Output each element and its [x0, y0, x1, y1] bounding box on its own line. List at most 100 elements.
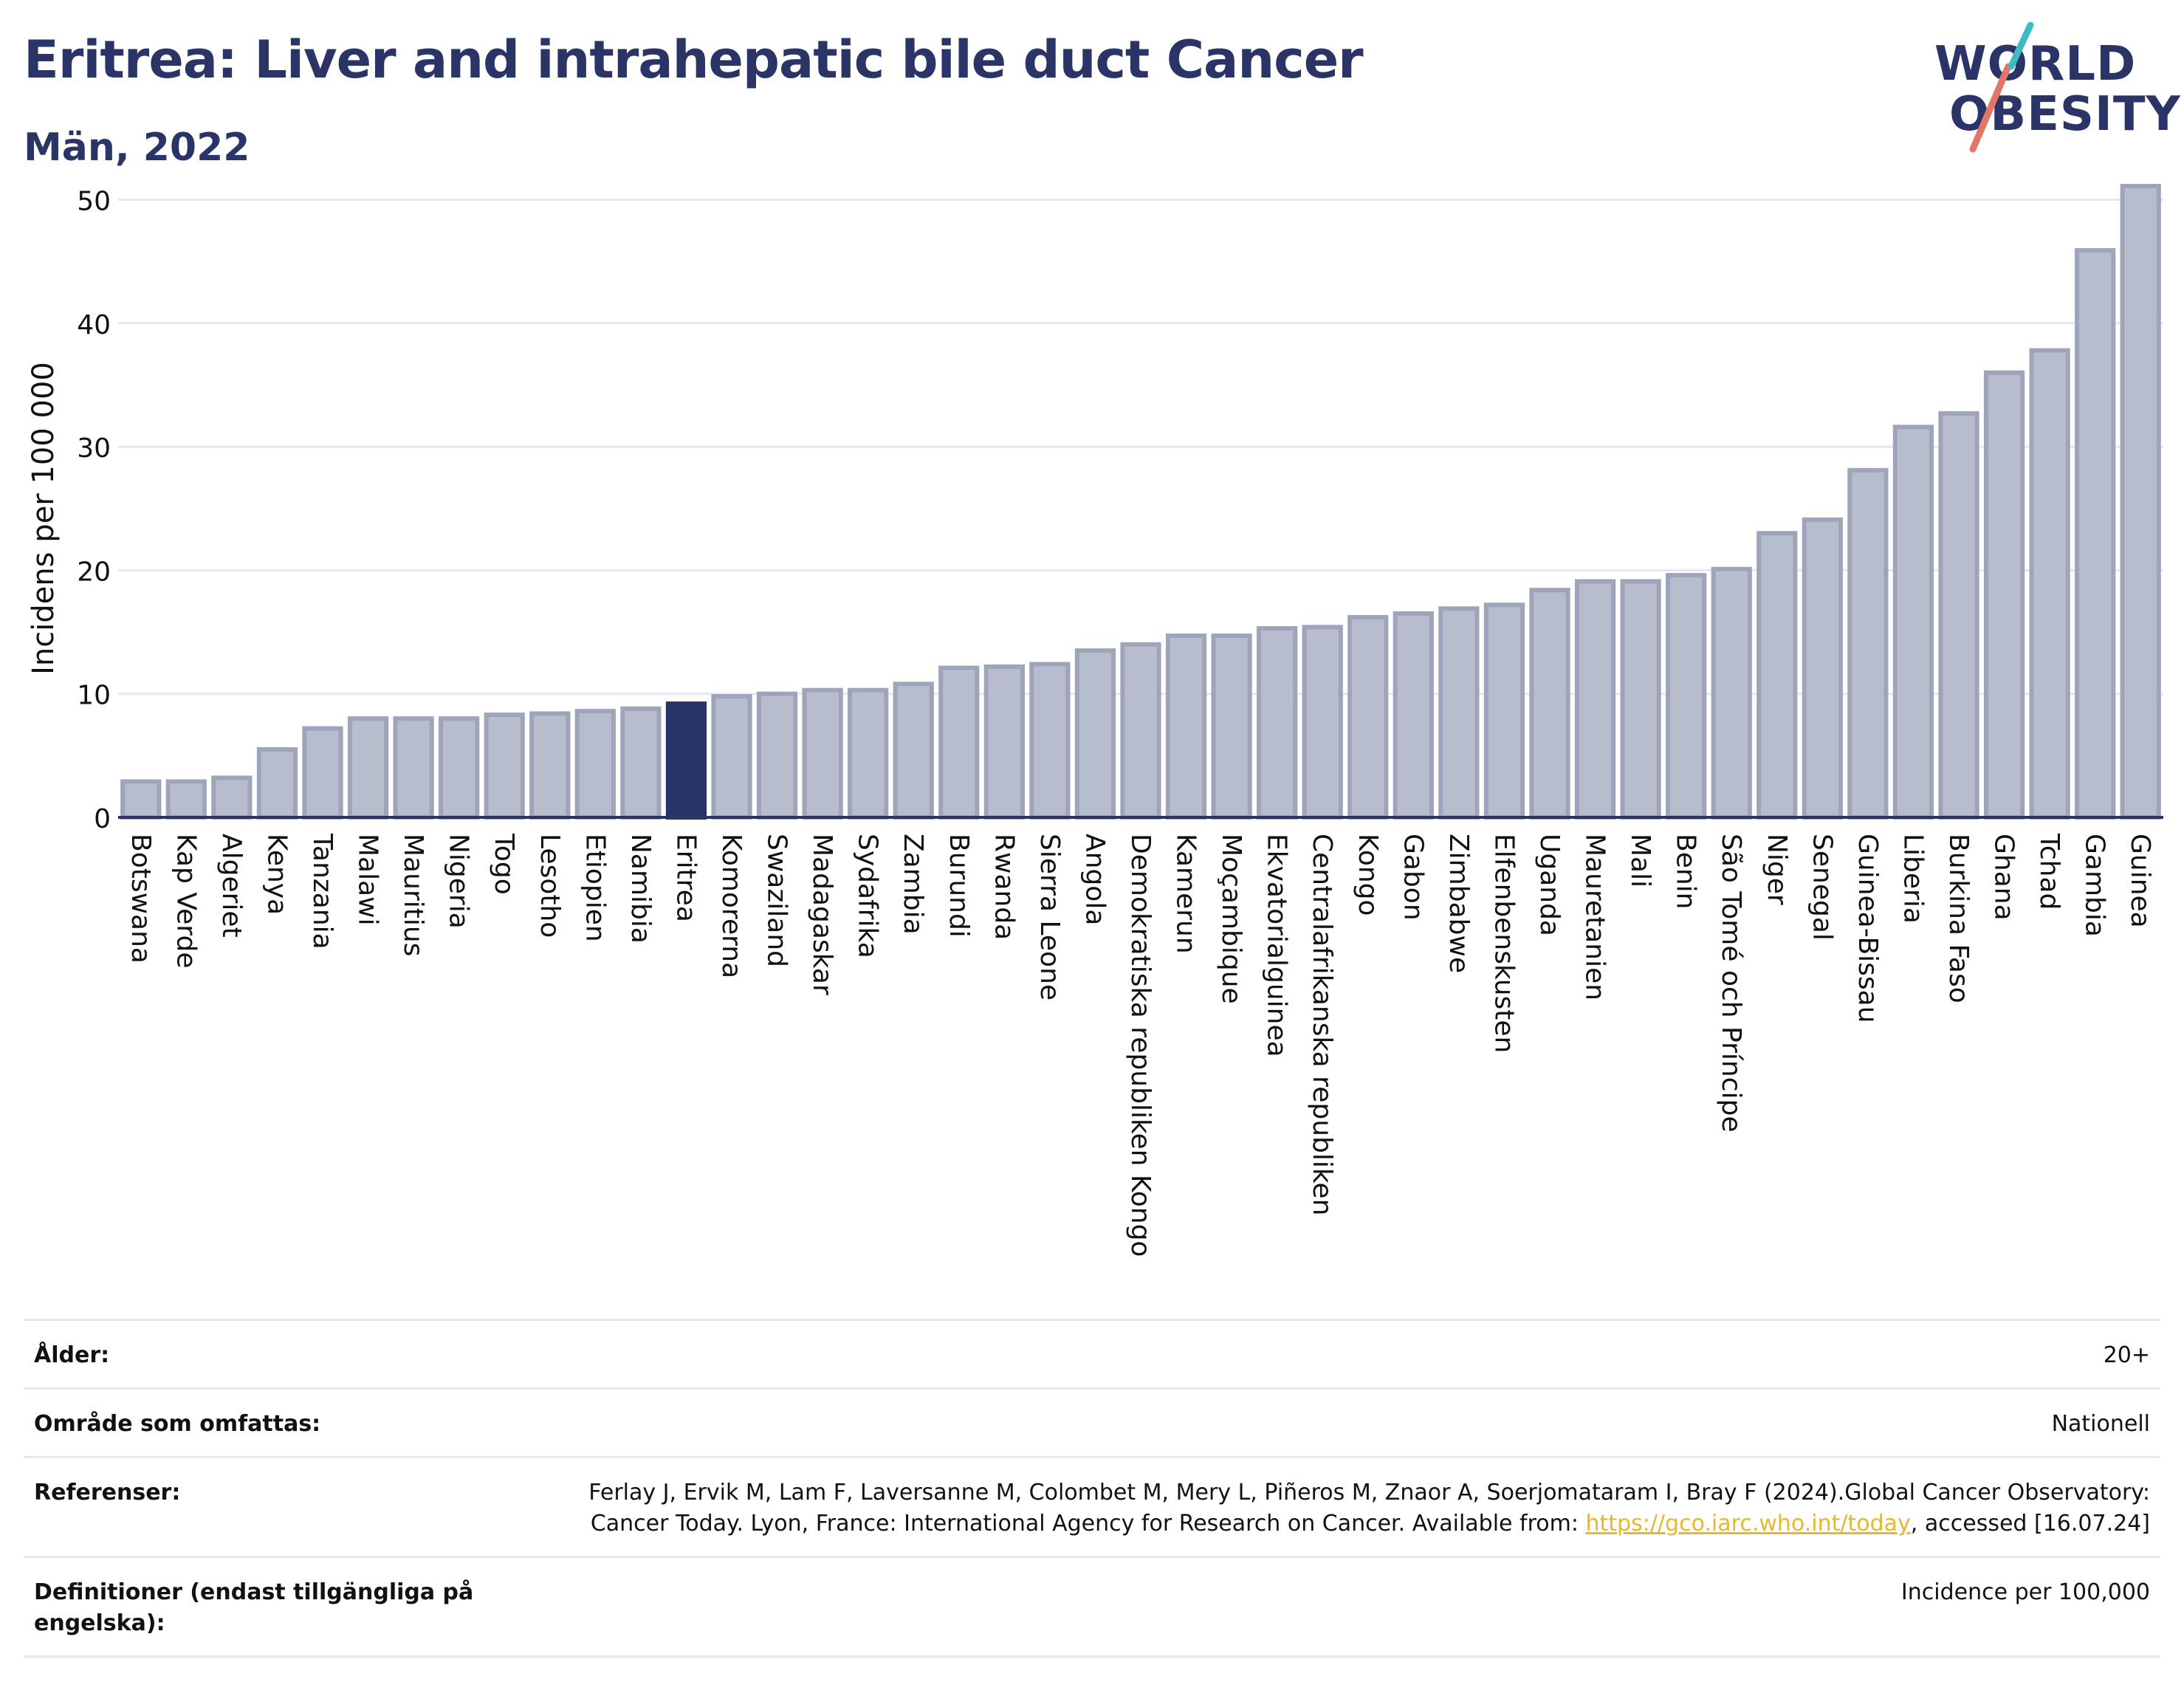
reference-link[interactable]: https://gco.iarc.who.int/today: [1585, 1511, 1911, 1537]
x-tick-label: Algeriet: [216, 834, 247, 938]
logo-line1: WORLD: [1934, 37, 2137, 92]
x-tick-label: Uganda: [1534, 834, 1565, 936]
bar-senegal[interactable]: [1802, 517, 1843, 820]
bar-malawi[interactable]: [347, 716, 389, 820]
x-tick-label: Kap Verde: [171, 834, 201, 968]
x-tick-label: Sydafrika: [853, 834, 883, 958]
y-tick-label: 30: [77, 433, 111, 464]
chart-subtitle: Män, 2022: [24, 126, 250, 170]
bar-togo[interactable]: [484, 713, 525, 820]
y-axis-label: Incidens per 100 000: [27, 362, 61, 675]
x-tick-label: Burundi: [944, 834, 974, 938]
bar-gambia[interactable]: [2075, 248, 2116, 820]
x-tick-label: Namibia: [625, 834, 656, 944]
meta-row-references: Referenser: Ferlay J, Ervik M, Lam F, La…: [24, 1456, 2160, 1556]
reference-accessed: , accessed [16.07.24]: [1910, 1511, 2150, 1537]
bar-namibia[interactable]: [620, 706, 662, 820]
bar-burundi[interactable]: [938, 665, 980, 820]
bar-sydafrika[interactable]: [848, 687, 889, 820]
meta-label: Definitioner (endast tillgängliga på eng…: [34, 1579, 474, 1636]
meta-label: Referenser:: [34, 1480, 181, 1506]
bar-uganda[interactable]: [1529, 588, 1570, 820]
bar-niger[interactable]: [1757, 531, 1798, 820]
bar-gabon[interactable]: [1393, 611, 1434, 820]
bar-mauritius[interactable]: [393, 716, 434, 820]
x-tick-label: Gabon: [1398, 834, 1428, 921]
x-tick-label: Burkina Faso: [1943, 834, 1974, 1003]
x-tick-label: Kamerun: [1171, 834, 1201, 954]
x-tick-label: Botswana: [126, 834, 156, 964]
x-tick-label: Togo: [489, 833, 519, 895]
bar-eritrea[interactable]: [665, 701, 707, 820]
bar-etiopien[interactable]: [574, 709, 616, 820]
bar-s-o-tom-och-pr-ncipe[interactable]: [1711, 566, 1752, 820]
y-axis-ticks: 0 10 20 30 40 50: [77, 186, 111, 834]
bar-botswana[interactable]: [120, 779, 162, 820]
metadata-table: Ålder: 20+ Område som omfattas: Nationel…: [24, 1319, 2160, 1658]
x-tick-label: Sierra Leone: [1034, 834, 1065, 1000]
bar-swaziland[interactable]: [756, 691, 798, 820]
bar-algeriet[interactable]: [211, 775, 253, 820]
x-tick-label: Zambia: [898, 834, 928, 935]
bar-elfenbenskusten[interactable]: [1483, 602, 1525, 820]
bar-zambia[interactable]: [893, 682, 934, 820]
y-tick-label: 50: [77, 186, 111, 216]
bar-liberia[interactable]: [1892, 425, 1934, 820]
bar-guinea-bissau[interactable]: [1847, 467, 1889, 820]
logo-slash-icon: [1969, 22, 2034, 153]
x-tick-label: Eritrea: [670, 834, 701, 922]
bar-zimbabwe[interactable]: [1438, 606, 1480, 820]
bars: [120, 184, 2161, 820]
meta-row-definitions: Definitioner (endast tillgängliga på eng…: [24, 1556, 2160, 1658]
x-tick-label: São Tomé och Príncipe: [1716, 834, 1746, 1133]
x-tick-label: Centralafrikanska republiken: [1307, 834, 1337, 1215]
bar-kap-verde[interactable]: [165, 779, 207, 820]
bar-mali[interactable]: [1620, 579, 1661, 820]
bar-kenya[interactable]: [256, 746, 298, 820]
bar-tanzania[interactable]: [302, 726, 343, 820]
bar-mo-ambique[interactable]: [1211, 634, 1252, 820]
x-tick-label: Komorerna: [716, 834, 746, 978]
meta-label: Område som omfattas:: [34, 1411, 321, 1437]
x-tick-label: Benin: [1671, 834, 1701, 909]
bar-tchad[interactable]: [2029, 348, 2070, 820]
bar-lesotho[interactable]: [529, 711, 571, 820]
bar-rwanda[interactable]: [983, 664, 1025, 820]
bar-kongo[interactable]: [1347, 614, 1389, 820]
y-tick-label: 0: [94, 804, 111, 834]
bar-demokratiska-republiken-kongo[interactable]: [1120, 642, 1161, 820]
x-tick-label: Zimbabwe: [1443, 834, 1474, 973]
bar-komorerna[interactable]: [711, 694, 752, 820]
bar-madagaskar[interactable]: [802, 687, 843, 820]
bar-angola[interactable]: [1074, 648, 1116, 820]
bar-sierra-leone[interactable]: [1029, 662, 1071, 820]
x-tick-label: Madagaskar: [807, 834, 837, 995]
x-tick-label: Moçambique: [1216, 834, 1246, 1004]
x-tick-label: Mali: [1625, 834, 1655, 888]
bar-centralafrikanska-republiken[interactable]: [1302, 625, 1343, 820]
bar-mauretanien[interactable]: [1574, 579, 1616, 820]
x-tick-label: Guinea-Bissau: [1852, 834, 1883, 1023]
x-tick-label: Angola: [1079, 834, 1110, 925]
x-tick-label: Guinea: [2125, 834, 2155, 928]
bar-chart: 0 10 20 30 40 50 Botswana Kap Verde Algeriet Ken…: [27, 184, 2163, 1257]
x-tick-label: Ghana: [1989, 834, 2019, 921]
x-tick-label: Kenya: [261, 834, 292, 915]
bar-guinea[interactable]: [2120, 184, 2161, 820]
bar-burkina-faso[interactable]: [1938, 411, 1979, 820]
meta-row-age: Ålder: 20+: [24, 1319, 2160, 1387]
bar-kamerun[interactable]: [1165, 634, 1207, 820]
x-tick-label: Ekvatorialguinea: [1262, 834, 1292, 1057]
x-tick-label: Elfenbenskusten: [1488, 834, 1519, 1053]
x-tick-label: Etiopien: [580, 834, 610, 942]
chart-title: Eritrea: Liver and intrahepatic bile duc…: [24, 30, 1364, 90]
x-tick-label: Malawi: [353, 834, 383, 926]
x-tick-label: Mauritius: [398, 834, 428, 956]
x-tick-label: Tchad: [2034, 833, 2064, 910]
bar-ekvatorialguinea[interactable]: [1257, 626, 1298, 820]
y-tick-label: 20: [77, 557, 111, 587]
meta-value: Incidence per 100,000: [1900, 1579, 2150, 1605]
bar-ghana[interactable]: [1983, 370, 2025, 820]
bar-nigeria[interactable]: [439, 716, 480, 820]
bar-benin[interactable]: [1666, 573, 1707, 820]
